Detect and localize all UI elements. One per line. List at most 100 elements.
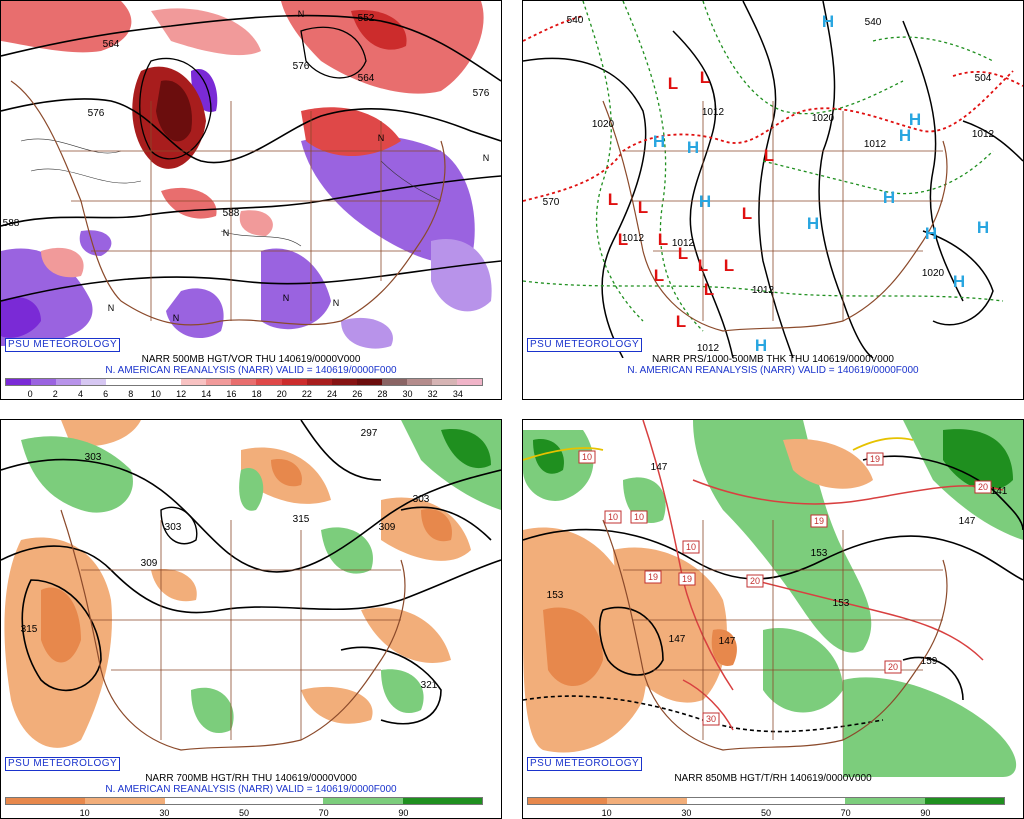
high-pressure-center: H: [977, 218, 989, 237]
rh-colorbar: [5, 797, 483, 805]
colorbar-swatch: [106, 379, 132, 385]
height-contour-label: 552: [358, 13, 375, 24]
temperature-label-box: [746, 574, 764, 588]
map-valid-time: N. AMERICAN REANALYSIS (NARR) VALID = 14…: [627, 365, 919, 376]
high-pressure-center: H: [699, 192, 711, 211]
colorbar-swatch: [686, 798, 766, 804]
low-pressure-center: L: [700, 68, 710, 87]
vorticity-center-mark: N: [298, 9, 305, 19]
temperature-label: 30: [706, 714, 716, 724]
height-contour-label: 576: [88, 108, 105, 119]
temperature-label-box: [630, 510, 648, 524]
colorbar-label: 28: [377, 389, 388, 399]
vorticity-center-mark: N: [483, 153, 490, 163]
colorbar-swatch: [431, 379, 457, 385]
colorbar-swatch: [181, 379, 207, 385]
colorbar-label: 26: [352, 389, 363, 399]
low-pressure-center: L: [704, 280, 714, 299]
isobar-label: 1012: [702, 107, 725, 118]
panel-850mb-temp-rh: 147 153 147 147 153 153 141 147 159 10 10 19 10 10 19…: [522, 419, 1024, 819]
panel-surface-pressure-thickness: 540 540 1012 1020 1020 1012 570 1012 1012 1012 101…: [522, 0, 1024, 400]
low-pressure-center: L: [742, 204, 752, 223]
map-850mb-temp-rh: 147 153 147 147 153 153 141 147 159 10 10 19 10 10 19…: [523, 420, 1023, 777]
colorbar-label: 30: [159, 808, 170, 818]
colorbar-swatch: [356, 379, 382, 385]
temperature-label-box: [678, 572, 696, 586]
height-contour-label: 141: [991, 486, 1008, 497]
height-contour-label: 564: [103, 39, 120, 50]
colorbar-label: 20: [276, 389, 287, 399]
psu-meteorology-badge: PSU METEOROLOGY: [5, 338, 121, 352]
vorticity-colorbar: [5, 378, 483, 386]
temperature-label: 19: [648, 572, 658, 582]
colorbar-label: 34: [452, 389, 463, 399]
height-contour-label: 309: [379, 522, 396, 533]
map-valid-time: N. AMERICAN REANALYSIS (NARR) VALID = 14…: [105, 784, 397, 795]
height-contour-label: 153: [833, 598, 850, 609]
colorbar-label: 90: [398, 808, 409, 818]
isobar-label: 1012: [972, 129, 995, 140]
colorbar-swatch: [243, 798, 324, 804]
colorbar-label: 18: [251, 389, 262, 399]
temperature-label-box: [884, 660, 902, 674]
vorticity-center-mark: N: [283, 293, 290, 303]
height-contour-label: 303: [165, 522, 182, 533]
vorticity-center-mark: N: [333, 298, 340, 308]
high-pressure-center: H: [822, 12, 834, 31]
colorbar-swatch: [85, 798, 165, 804]
isobar-label: 1020: [592, 119, 615, 130]
colorbar-swatch: [56, 379, 82, 385]
colorbar-swatch: [402, 798, 482, 804]
vorticity-center-mark: N: [108, 303, 115, 313]
colorbar-label: 30: [402, 389, 413, 399]
colorbar-label: 0: [27, 389, 33, 399]
vorticity-center-mark: N: [378, 133, 385, 143]
colorbar-swatch: [81, 379, 107, 385]
colorbar-label: 70: [318, 808, 329, 818]
map-title: NARR 500MB HGT/VOR THU 140619/0000V000: [141, 354, 361, 365]
height-contour-label: 147: [959, 516, 976, 527]
temperature-label-box: [866, 452, 884, 466]
psu-meteorology-badge: PSU METEOROLOGY: [5, 757, 121, 771]
isobar-label: 570: [543, 197, 560, 208]
temperature-label-box: [644, 570, 662, 584]
rh-colorbar-labels: 10 30 50 70 90: [5, 808, 483, 818]
colorbar-swatch: [331, 379, 357, 385]
colorbar-swatch: [924, 798, 1004, 804]
height-contour-label: 315: [293, 514, 310, 525]
temperature-label: 20: [978, 482, 988, 492]
colorbar-label: 32: [427, 389, 438, 399]
low-pressure-center: L: [658, 230, 668, 249]
vorticity-colorbar-labels: 0 2 4 6 8 10 12 14 16 18 20 22 24 26 28 30 32 34: [5, 389, 483, 399]
temperature-label: 20: [888, 662, 898, 672]
colorbar-label: 22: [301, 389, 312, 399]
temperature-label-box: [604, 510, 622, 524]
low-pressure-center: L: [764, 146, 774, 165]
isobar-label: 1012: [622, 233, 645, 244]
colorbar-swatch: [231, 379, 257, 385]
colorbar-swatch: [323, 798, 403, 804]
colorbar-swatch: [845, 798, 925, 804]
low-pressure-center: L: [724, 256, 734, 275]
map-valid-time: N. AMERICAN REANALYSIS (NARR) VALID = 14…: [105, 365, 397, 376]
low-pressure-center: L: [676, 312, 686, 331]
colorbar-label: 24: [327, 389, 338, 399]
isobar-label: 1020: [922, 268, 945, 279]
colorbar-swatch: [256, 379, 282, 385]
vorticity-center-mark: N: [173, 313, 180, 323]
map-pressure-thickness: 540 540 1012 1020 1020 1012 570 1012 1012 1012 101…: [523, 1, 1023, 358]
high-pressure-center: H: [925, 224, 937, 243]
low-pressure-center: L: [678, 244, 688, 263]
colorbar-swatch: [765, 798, 846, 804]
low-pressure-center: L: [638, 198, 648, 217]
isobar-label: 504: [975, 73, 992, 84]
high-pressure-center: H: [653, 132, 665, 151]
colorbar-label: 90: [920, 808, 931, 818]
colorbar-swatch: [156, 379, 182, 385]
panel-700mb-rh: 297 303 303 309 315 309 303 315 321 PSU METEOROL…: [0, 419, 502, 819]
colorbar-swatch: [164, 798, 244, 804]
temperature-label: 10: [686, 542, 696, 552]
colorbar-label: 50: [238, 808, 250, 818]
colorbar-label: 14: [201, 389, 212, 399]
colorbar-swatch: [306, 379, 332, 385]
